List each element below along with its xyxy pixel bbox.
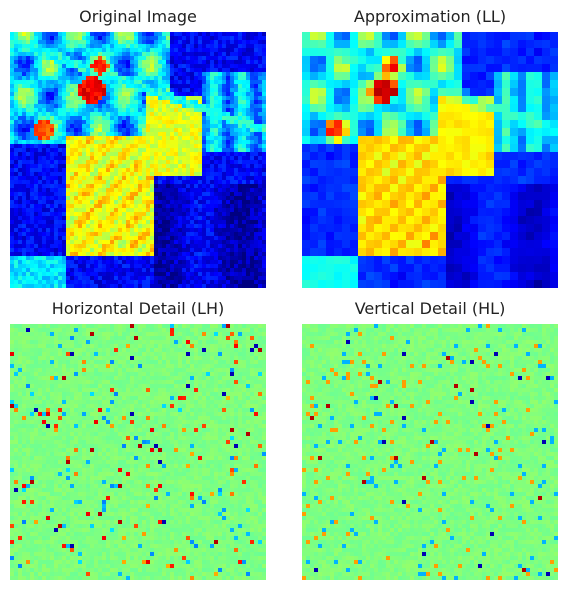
panel-title: Vertical Detail (HL) xyxy=(354,299,506,318)
vertical-detail-heatmap xyxy=(302,324,558,580)
approximation-heatmap xyxy=(302,32,558,288)
horizontal-detail-heatmap xyxy=(10,324,266,580)
panel-approximation-ll: Approximation (LL) xyxy=(302,0,558,290)
original-image-heatmap xyxy=(10,32,266,288)
panel-title: Horizontal Detail (LH) xyxy=(51,299,225,318)
panel-vertical-detail-hl: Vertical Detail (HL) xyxy=(302,292,558,582)
panel-horizontal-detail-lh: Horizontal Detail (LH) xyxy=(10,292,266,582)
panel-title: Original Image xyxy=(79,7,197,26)
panel-original-image: Original Image xyxy=(10,0,266,290)
panel-title: Approximation (LL) xyxy=(353,7,507,26)
